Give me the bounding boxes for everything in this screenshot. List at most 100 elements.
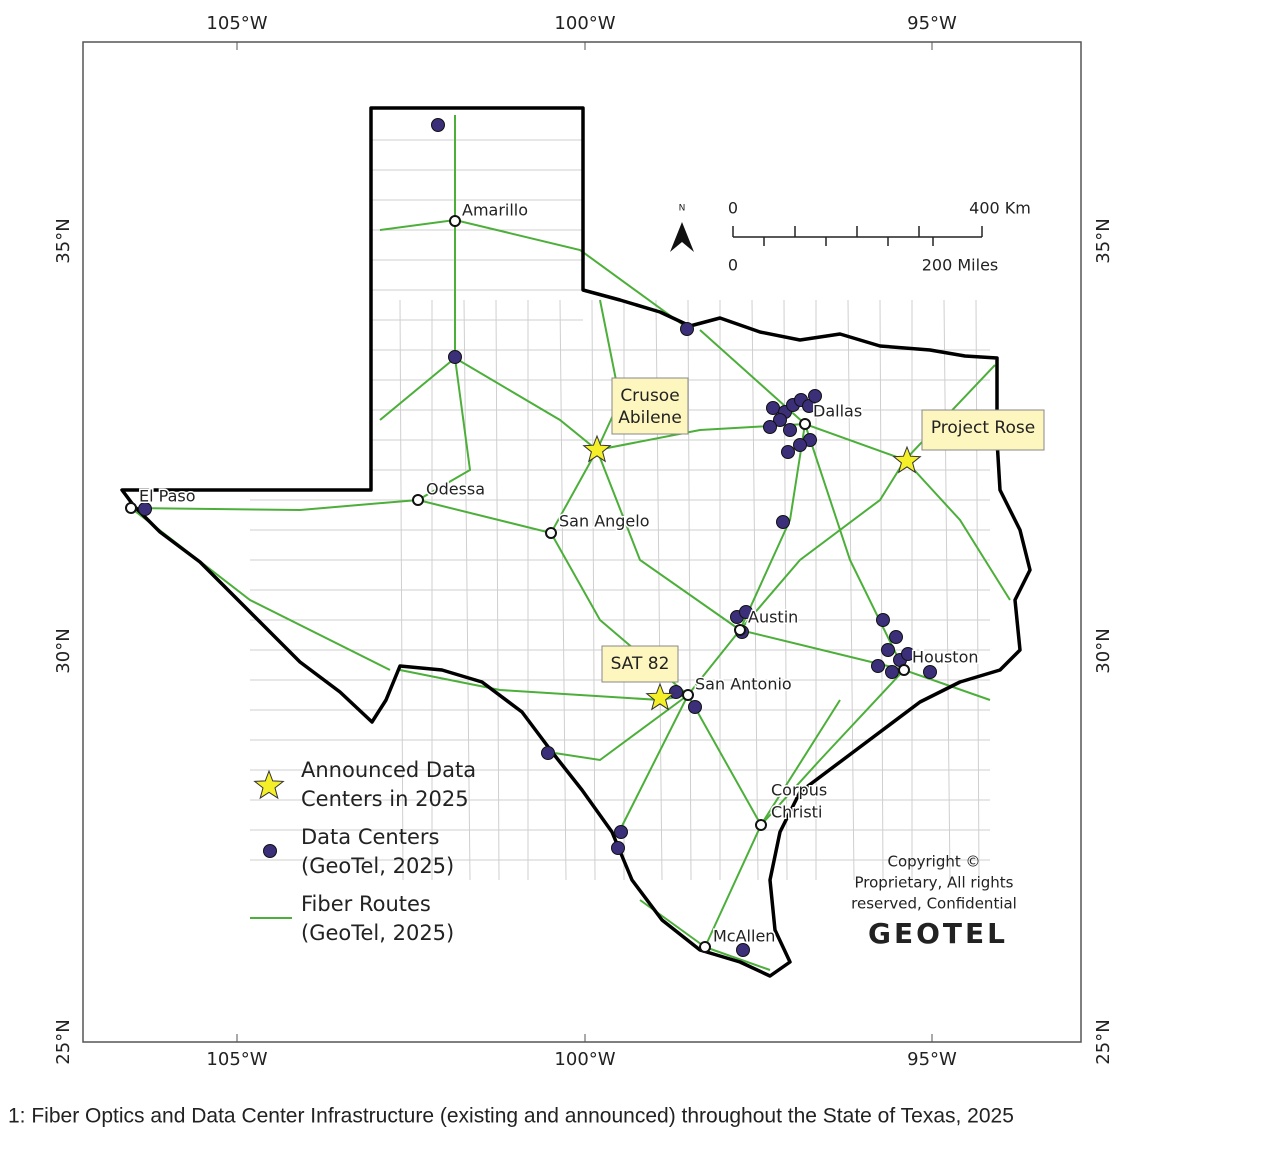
city-label: Odessa	[426, 480, 485, 499]
scale-label: 200 Miles	[922, 256, 999, 275]
city-marker	[412, 494, 424, 506]
degree-label: 25°N	[1093, 1019, 1114, 1064]
fiber-route	[739, 459, 906, 631]
data-center	[793, 438, 807, 452]
copyright-text: Copyright ©	[887, 853, 980, 871]
data-center	[680, 322, 694, 336]
legend-label: Centers in 2025	[301, 787, 469, 811]
caption: 1: Fiber Optics and Data Center Infrastr…	[8, 1105, 1014, 1128]
legend-label: Data Centers	[301, 825, 439, 849]
city-label: McAllen	[713, 927, 775, 946]
degree-label: 30°N	[1093, 628, 1114, 673]
degree-label: 30°N	[53, 628, 74, 673]
data-center	[611, 841, 625, 855]
data-center	[448, 350, 462, 364]
fiber-route	[904, 459, 1011, 601]
city-label: Corpus	[771, 781, 827, 800]
copyright-text: Proprietary, All rights	[855, 874, 1014, 892]
data-center	[923, 665, 937, 679]
data-center	[688, 700, 702, 714]
city-label: Houston	[912, 648, 979, 667]
city-label: El Paso	[139, 487, 196, 506]
data-center	[783, 423, 797, 437]
city-marker	[682, 689, 694, 701]
data-center	[885, 665, 899, 679]
scale-label: 0	[728, 256, 738, 275]
city-marker	[449, 215, 461, 227]
city-label: Amarillo	[462, 201, 528, 220]
city-marker	[799, 418, 811, 430]
fiber-route	[379, 357, 456, 421]
degree-label: 35°N	[1093, 218, 1114, 263]
data-center	[776, 515, 790, 529]
data-center	[614, 825, 628, 839]
degree-label: 100°W	[554, 13, 615, 34]
fiber-route	[379, 218, 691, 331]
city-marker	[699, 941, 711, 953]
data-center	[736, 943, 750, 957]
city-marker	[734, 624, 746, 636]
callout-box	[601, 645, 679, 683]
data-center	[876, 613, 890, 627]
scale-label: 0	[728, 199, 738, 218]
degree-label: 105°W	[206, 1049, 267, 1070]
city-marker	[125, 502, 137, 514]
city-label: Austin	[748, 608, 798, 627]
legend-label: (GeoTel, 2025)	[301, 854, 454, 878]
city-marker	[545, 527, 557, 539]
announced-star	[892, 445, 922, 474]
fiber-route	[687, 694, 771, 971]
data-center	[669, 685, 683, 699]
labels: 105°W 100°W 95°W 105°W 100°W 95°W 35°N 30°N 25°N…	[8, 13, 1114, 1128]
city-label: Christi	[771, 803, 822, 822]
data-center	[808, 389, 822, 403]
degree-label: 100°W	[554, 1049, 615, 1070]
degree-label: 105°W	[206, 13, 267, 34]
degree-label: 95°W	[907, 13, 957, 34]
degree-label: 95°W	[907, 1049, 957, 1070]
city-label: Dallas	[813, 402, 862, 421]
callout-box	[921, 409, 1045, 451]
scale-label: 400 Km	[969, 199, 1031, 218]
data-center	[781, 445, 795, 459]
data-centers	[138, 118, 937, 957]
north-label: N	[679, 204, 686, 214]
data-center	[881, 643, 895, 657]
city-marker	[898, 664, 910, 676]
fiber-route	[760, 669, 905, 826]
data-center	[889, 630, 903, 644]
callout-label: SAT 82	[611, 654, 670, 674]
fiber-route	[619, 694, 689, 831]
degree-label: 25°N	[53, 1019, 74, 1064]
data-center	[138, 502, 152, 516]
legend-label: Announced Data	[301, 758, 476, 782]
logo: GEOTEL	[868, 917, 1008, 950]
announced-star	[645, 682, 675, 711]
callout-label: Project Rose	[931, 418, 1035, 438]
copyright-text: reserved, Confidential	[851, 895, 1017, 913]
fiber-route	[804, 423, 991, 701]
data-center	[766, 401, 780, 415]
legend-label: (GeoTel, 2025)	[301, 921, 454, 945]
legend-label: Fiber Routes	[301, 892, 431, 916]
city-marker	[755, 819, 767, 831]
data-center	[739, 605, 753, 619]
callout-box	[611, 377, 689, 435]
data-center	[763, 420, 777, 434]
data-center	[871, 659, 885, 673]
city-label: San Antonio	[695, 675, 792, 694]
callout-label: Abilene	[618, 408, 682, 428]
callout-label: Crusoe	[620, 386, 679, 406]
fiber-route	[547, 694, 689, 762]
texas-outline	[120, 106, 1032, 978]
data-center	[541, 746, 555, 760]
data-center	[901, 647, 915, 661]
legend-star	[253, 769, 285, 800]
data-center	[431, 118, 445, 132]
data-center	[773, 413, 787, 427]
fiber-route	[760, 699, 841, 826]
legend-dot	[263, 844, 277, 858]
north-arrow	[670, 222, 694, 252]
city-label: San Angelo	[559, 512, 650, 531]
